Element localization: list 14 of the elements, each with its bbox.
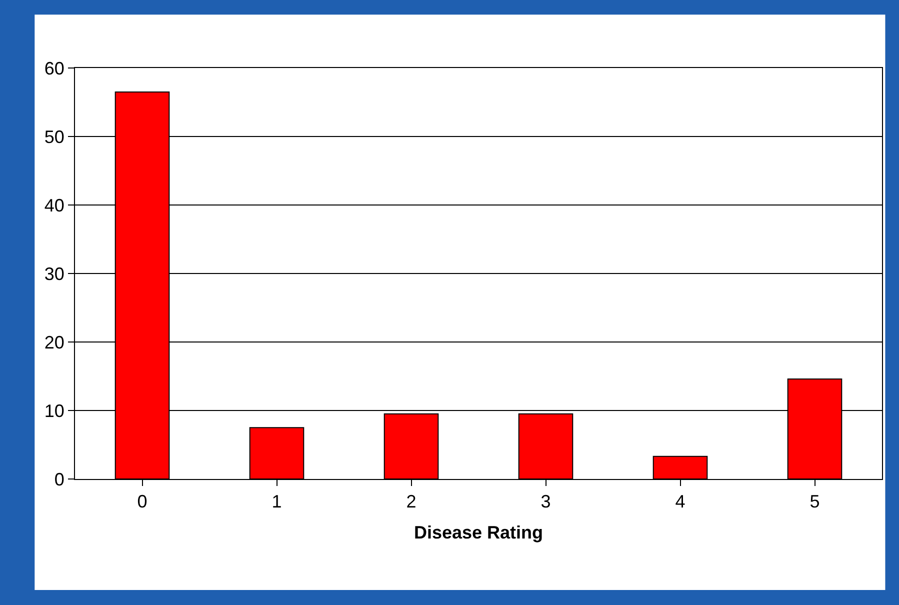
x-tick-label: 4 — [675, 492, 686, 512]
y-tick-label: 20 — [44, 332, 64, 352]
x-tick-label: 5 — [810, 492, 820, 512]
x-tick-label: 2 — [406, 492, 416, 512]
y-tick-label: 0 — [54, 469, 64, 490]
y-tick-label: 10 — [44, 400, 64, 421]
x-tick-label: 0 — [137, 492, 148, 512]
x-tick-label: 1 — [272, 492, 282, 512]
y-tick-label: 40 — [44, 195, 64, 216]
x-tick-label: 3 — [540, 492, 551, 512]
y-tick-label: 50 — [44, 126, 64, 147]
x-axis-title: Disease Rating — [414, 522, 544, 543]
y-tick-label: 30 — [44, 264, 64, 284]
y-tick-label: 60 — [44, 58, 64, 78]
